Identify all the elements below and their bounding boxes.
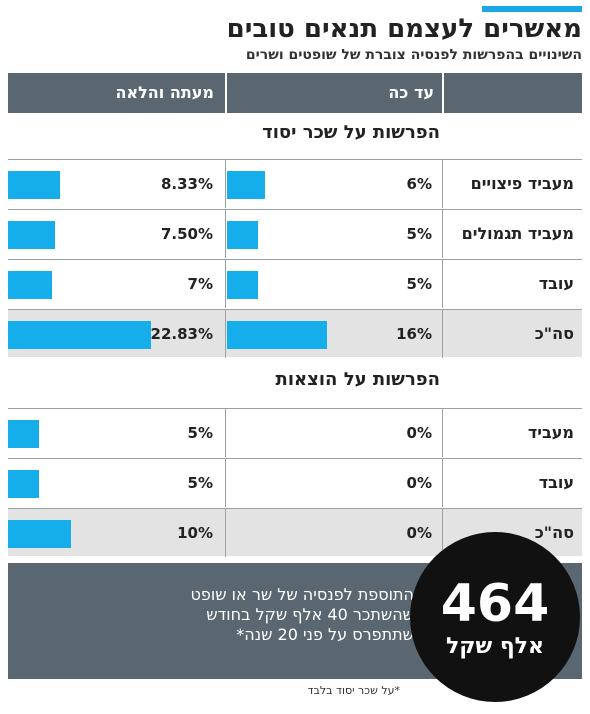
- value-current: 5%: [406, 275, 432, 293]
- column-separator: [225, 160, 226, 208]
- highlight-unit: אלף שקל: [445, 634, 545, 659]
- row-label: סה"כ: [534, 324, 574, 343]
- bar-after: [8, 271, 52, 299]
- chart-subtitle: השינויים בהפרשות לפנסיה צוברת של שופטים …: [245, 47, 582, 63]
- row-label: מעביד תגמולים: [461, 224, 574, 243]
- column-separator: [442, 260, 443, 308]
- value-after: 7%: [187, 275, 213, 293]
- column-separator: [225, 459, 226, 507]
- value-after: 5%: [187, 424, 213, 442]
- table-row: מעביד פיצויים 6% 8.33%: [8, 159, 582, 208]
- column-separator: [225, 260, 226, 308]
- column-separator: [442, 210, 443, 258]
- section-title: הפרשות על הוצאות: [275, 369, 440, 390]
- chart-title: מאשרים לעצמם תנאים טובים: [226, 14, 582, 44]
- value-after: 10%: [177, 524, 213, 542]
- column-separator: [225, 210, 226, 258]
- summary-line: שתתפרס על פני 20 שנה*: [236, 625, 414, 644]
- value-after: 8.33%: [160, 175, 213, 193]
- value-after: 5%: [187, 474, 213, 492]
- table-row: עובד 0% 5%: [8, 458, 582, 507]
- table-row: מעביד 0% 5%: [8, 408, 582, 457]
- header-current: עד כה: [388, 83, 434, 102]
- section-title: הפרשות על שכר יסוד: [262, 122, 440, 143]
- column-separator: [442, 459, 443, 507]
- bar-current: [227, 171, 265, 199]
- column-separator: [442, 160, 443, 208]
- value-current: 16%: [396, 325, 432, 343]
- bar-after: [8, 520, 71, 548]
- bar-after: [8, 420, 40, 448]
- table-row: עובד 5% 7%: [8, 259, 582, 308]
- summary-line: שהשתכר 40 אלף שקל בחודש: [206, 605, 414, 624]
- bar-after: [8, 171, 61, 199]
- summary-line: התוספת לפנסיה של שר או שופט: [190, 585, 414, 604]
- bar-current: [227, 221, 259, 249]
- value-current: 6%: [406, 175, 432, 193]
- bar-current: [227, 321, 328, 349]
- value-current: 5%: [406, 225, 432, 243]
- highlight-value: 464: [440, 574, 550, 634]
- value-current: 0%: [406, 424, 432, 442]
- row-label: עובד: [538, 473, 574, 492]
- bar-after: [8, 321, 152, 349]
- header-after: מעתה והלאה: [115, 83, 214, 102]
- column-separator: [442, 409, 443, 457]
- summary-text: התוספת לפנסיה של שר או שופט שהשתכר 40 אל…: [114, 585, 414, 645]
- value-current: 0%: [406, 474, 432, 492]
- highlight-circle: 464 אלף שקל: [410, 532, 580, 702]
- row-label: עובד: [538, 274, 574, 293]
- row-label: מעביד פיצויים: [470, 174, 574, 193]
- column-separator: [225, 409, 226, 457]
- column-separator: [442, 310, 443, 358]
- table-row: מעביד תגמולים 5% 7.50%: [8, 209, 582, 258]
- header-separator: [225, 73, 227, 113]
- row-label: סה"כ: [534, 523, 574, 542]
- bar-current: [227, 271, 259, 299]
- value-after: 22.83%: [150, 325, 213, 343]
- total-row: סה"כ 16% 22.83%: [8, 309, 582, 358]
- footnote: *על שכר יסוד בלבד: [307, 684, 400, 697]
- accent-strip: [482, 6, 582, 12]
- column-separator: [442, 509, 443, 557]
- column-header-bar: עד כה מעתה והלאה: [8, 73, 582, 113]
- header-separator: [442, 73, 444, 113]
- bar-after: [8, 470, 40, 498]
- bar-after: [8, 221, 56, 249]
- row-label: מעביד: [527, 423, 574, 442]
- column-separator: [225, 310, 226, 358]
- column-separator: [225, 509, 226, 557]
- value-current: 0%: [406, 524, 432, 542]
- value-after: 7.50%: [160, 225, 213, 243]
